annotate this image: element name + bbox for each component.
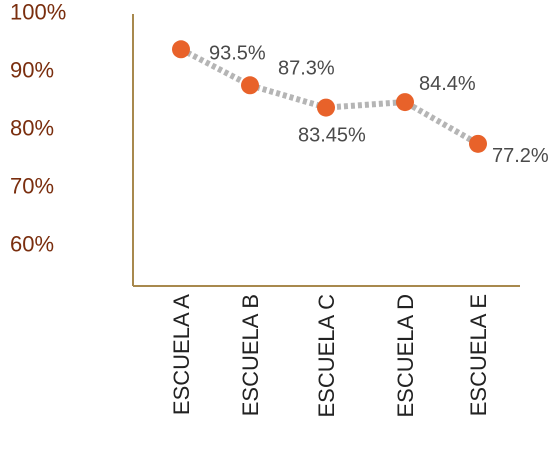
data-label: 77.2% — [492, 145, 549, 167]
x-axis-ticks: ESCUELA A ESCUELA B ESCUELA C ESCUELA D ESCU… — [169, 294, 491, 418]
data-label: 87.3% — [278, 57, 335, 79]
data-labels: 93.5% 87.3% 83.45% 84.4% 77.2% — [209, 42, 549, 167]
data-label: 93.5% — [209, 42, 266, 64]
x-tick-label: ESCUELA D — [393, 294, 418, 418]
y-tick-label: 90% — [10, 58, 54, 83]
x-tick-label: ESCUELA C — [314, 294, 339, 418]
x-tick-label: ESCUELA B — [238, 294, 263, 416]
y-tick-label: 60% — [10, 232, 54, 257]
data-point — [469, 134, 487, 153]
y-tick-label: 80% — [10, 116, 54, 141]
data-point — [317, 98, 335, 117]
x-tick-label: ESCUELA E — [466, 294, 491, 416]
data-label: 84.4% — [419, 73, 476, 95]
data-label: 83.45% — [298, 125, 366, 147]
data-point — [241, 76, 259, 95]
x-tick-label: ESCUELA A — [169, 294, 194, 415]
data-point — [396, 93, 414, 112]
y-axis-ticks: 100% 90% 80% 70% 60% — [10, 0, 66, 257]
y-tick-label: 100% — [10, 0, 66, 25]
data-point — [172, 40, 190, 59]
axes — [132, 14, 520, 287]
data-points — [172, 40, 487, 153]
y-tick-label: 70% — [10, 174, 54, 199]
